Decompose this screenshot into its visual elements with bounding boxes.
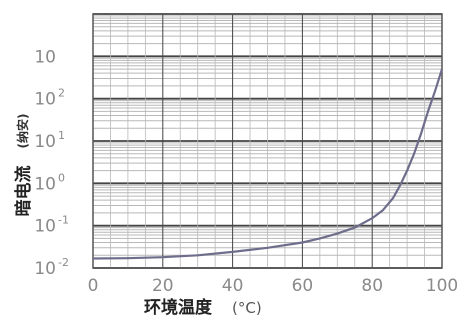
x-tick-label: 80 — [361, 276, 383, 296]
y-tick-exponent: 2 — [58, 87, 65, 100]
y-axis-unit: (纳安) — [15, 114, 30, 149]
grid — [92, 13, 443, 269]
y-tick-exponent: -2 — [58, 256, 69, 269]
y-tick-label: 10 — [34, 217, 56, 237]
y-tick-exponent: -1 — [58, 214, 69, 227]
dark-current-curve — [92, 68, 444, 260]
x-tick-label: 40 — [222, 276, 244, 296]
y-axis-label: 暗电流 — [13, 166, 34, 217]
x-axis-unit: (°C) — [232, 299, 262, 317]
y-tick-label: 10 — [34, 259, 56, 279]
x-tick-label: 60 — [292, 276, 314, 296]
x-axis-label: 环境温度 — [144, 297, 213, 318]
x-tick-label: 20 — [152, 276, 174, 296]
y-tick-label: 10 — [34, 132, 56, 152]
plot-frame — [92, 13, 443, 269]
x-tick-label: 0 — [88, 276, 99, 296]
series — [92, 68, 444, 260]
y-tick-label: 10 — [34, 47, 56, 67]
y-tick-exponent: 0 — [58, 171, 65, 184]
y-tick-label: 10 — [34, 90, 56, 110]
y-tick-exponent: 1 — [58, 129, 65, 142]
x-tick-label: 100 — [426, 276, 458, 296]
y-tick-label: 10 — [34, 174, 56, 194]
